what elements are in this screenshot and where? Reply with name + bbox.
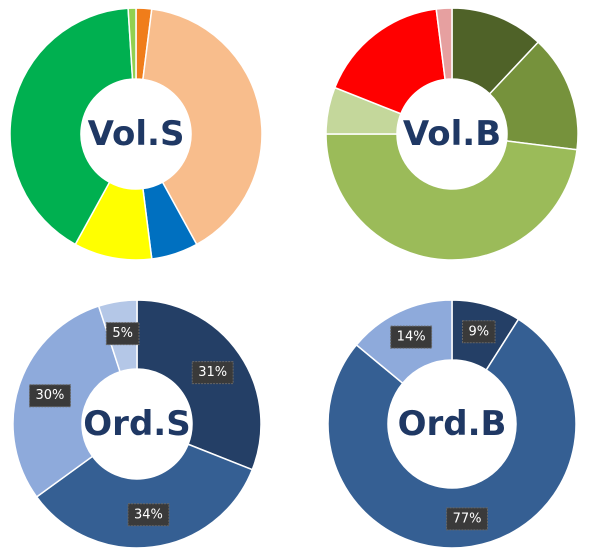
donut-slice xyxy=(142,8,263,246)
donut-slice xyxy=(333,8,446,115)
value-label-box xyxy=(29,384,71,408)
donut-chart: 31% 34% 30% 5% Ord.S xyxy=(12,299,262,549)
donut-chart: Vol.B xyxy=(325,7,579,261)
value-label: 31% xyxy=(191,361,234,385)
value-label: 14% xyxy=(390,325,433,349)
donut-slice xyxy=(327,318,577,549)
value-label: 30% xyxy=(29,384,71,408)
donut-slice xyxy=(435,7,453,81)
donut-center-title: Vol.S xyxy=(88,114,185,154)
value-label-text: 31% xyxy=(198,365,227,380)
donut-slice xyxy=(35,443,254,549)
donut-center-title: Ord.B xyxy=(398,404,507,444)
value-label-box xyxy=(461,320,496,344)
donut-center-title: Ord.S xyxy=(83,404,190,444)
value-label-text: 14% xyxy=(397,330,426,345)
value-label: 77% xyxy=(446,507,488,531)
value-label-box xyxy=(105,322,140,346)
value-label-text: 9% xyxy=(468,324,489,339)
value-label-box xyxy=(191,361,234,385)
donut-chart: 9% 77% 14% Ord.B xyxy=(327,299,577,549)
donut-slice xyxy=(127,7,137,80)
donut-chart: Vol.S xyxy=(9,7,263,261)
value-label-text: 77% xyxy=(453,511,482,526)
donut-slice xyxy=(136,299,262,471)
value-label-box xyxy=(446,507,488,531)
donut-slice xyxy=(325,133,578,261)
value-label-box xyxy=(127,503,170,527)
value-label: 9% xyxy=(461,320,496,344)
value-label-text: 30% xyxy=(36,388,65,403)
value-label-box xyxy=(390,325,433,349)
value-label-text: 5% xyxy=(112,326,133,341)
donut-slice xyxy=(9,7,134,246)
value-label: 5% xyxy=(105,322,140,346)
donut-center-title: Vol.B xyxy=(403,114,501,154)
value-label: 34% xyxy=(127,503,170,527)
value-label-text: 34% xyxy=(134,507,163,522)
